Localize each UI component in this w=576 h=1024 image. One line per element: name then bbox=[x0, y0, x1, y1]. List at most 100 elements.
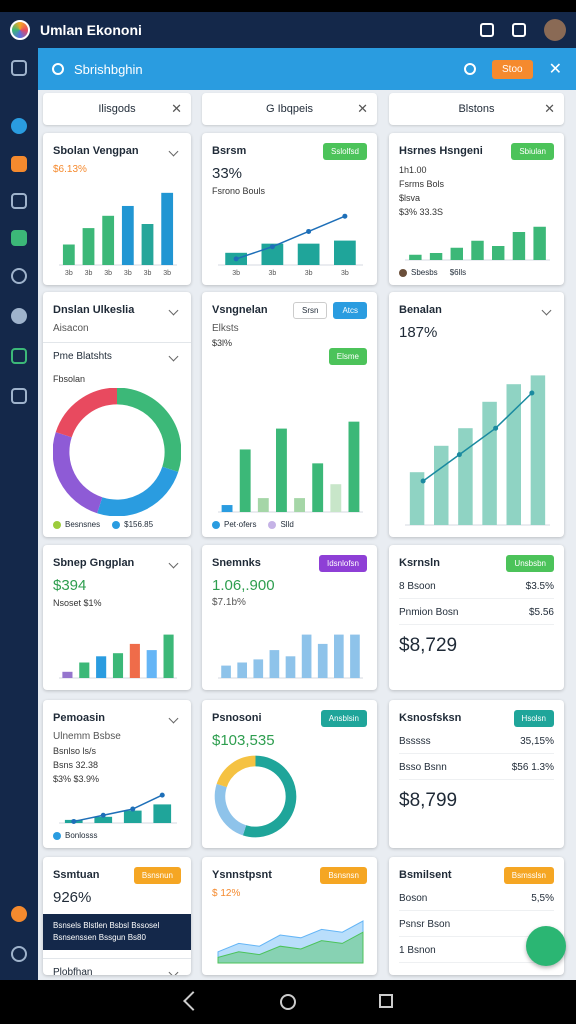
row-text: 5,5% bbox=[531, 893, 554, 904]
bar bbox=[102, 215, 115, 265]
window-icon[interactable] bbox=[512, 23, 526, 37]
search-icon[interactable] bbox=[464, 63, 477, 75]
card-badge[interactable]: Hsolsn bbox=[513, 709, 554, 727]
trend-point bbox=[529, 390, 535, 396]
chevron[interactable] bbox=[541, 305, 552, 315]
avatar[interactable] bbox=[544, 19, 566, 41]
donut-segment bbox=[242, 755, 297, 838]
back[interactable] bbox=[183, 991, 203, 1011]
nav-list[interactable] bbox=[11, 193, 27, 209]
card-title: Vsngnelan bbox=[212, 304, 268, 316]
search-button[interactable]: Stoo bbox=[492, 59, 533, 79]
legend-item: $156.85 bbox=[112, 520, 153, 529]
search-tab[interactable]: Ilisgods ✕ bbox=[43, 93, 191, 125]
card: Hsrnes Hsngeni Sbiulan 1h1.00 Fsrms Bols $ls… bbox=[389, 133, 564, 285]
donut-segment bbox=[216, 755, 256, 788]
trend-point bbox=[269, 244, 275, 250]
legend-item: Bonlosss bbox=[53, 831, 97, 840]
section-title: Plobfhan bbox=[53, 967, 93, 975]
card-button[interactable]: Atcs bbox=[333, 301, 367, 319]
card-header: Dnslan Ulkeslia bbox=[53, 300, 181, 320]
tab-close[interactable]: ✕ bbox=[357, 101, 368, 116]
donut-segment bbox=[116, 388, 181, 472]
close-button[interactable]: ✕ bbox=[548, 61, 562, 78]
card-value: 187% bbox=[399, 324, 438, 341]
search-tab[interactable]: Blstons ✕ bbox=[389, 93, 564, 125]
legend-item: Pet·ofers bbox=[212, 520, 256, 529]
chevron[interactable] bbox=[168, 146, 179, 156]
sidebar bbox=[0, 48, 38, 980]
chart-area bbox=[399, 345, 554, 529]
nav-chat[interactable] bbox=[11, 268, 27, 284]
card-title: Snemnks bbox=[212, 557, 261, 569]
bar bbox=[146, 650, 157, 678]
chevron[interactable] bbox=[168, 713, 179, 723]
card-button[interactable]: Srsn bbox=[292, 301, 328, 319]
nav-rocket[interactable] bbox=[11, 118, 27, 134]
search-icon[interactable] bbox=[480, 23, 494, 37]
card-note: Fsrono Bouls bbox=[212, 186, 266, 196]
fab[interactable] bbox=[526, 926, 566, 966]
tab-close[interactable]: ✕ bbox=[544, 101, 555, 116]
card-subtitle: $6.13% bbox=[53, 164, 87, 175]
card-badge[interactable]: Sslolfsd bbox=[322, 142, 367, 160]
bar bbox=[506, 384, 521, 525]
chart-area: 3b 3b 3b 3b 3b 3b bbox=[53, 179, 181, 277]
card-value: 1.06,.900 bbox=[212, 577, 275, 594]
legend-label: Pet·ofers bbox=[224, 520, 257, 529]
bar bbox=[141, 224, 154, 265]
card-header: Psnosoni Ansblsin bbox=[212, 708, 367, 728]
card-badge[interactable]: Sbiulan bbox=[511, 142, 554, 160]
row-text: $3.5% bbox=[525, 581, 554, 592]
bar bbox=[334, 240, 356, 265]
card-badge[interactable]: Idsnlofsn bbox=[318, 554, 367, 572]
card-badge[interactable]: Bsnsnsn bbox=[320, 866, 367, 884]
nav-home[interactable] bbox=[11, 60, 27, 76]
nav-wallet[interactable] bbox=[11, 156, 27, 172]
nav-settings[interactable] bbox=[11, 308, 27, 324]
nav-profile[interactable] bbox=[11, 906, 27, 922]
tab-close[interactable]: ✕ bbox=[171, 101, 182, 116]
recents[interactable] bbox=[379, 994, 393, 1008]
nav-doc[interactable] bbox=[11, 388, 27, 404]
x-tick-label: 3b bbox=[124, 270, 132, 277]
bar bbox=[512, 232, 526, 260]
card: Psnosoni Ansblsin $103,535 bbox=[202, 700, 377, 848]
bar bbox=[350, 634, 360, 678]
trend-line bbox=[73, 794, 163, 823]
legend-dot bbox=[268, 520, 277, 529]
nav-screen[interactable] bbox=[11, 348, 27, 364]
card-note: Bsns 32.38 bbox=[53, 760, 99, 770]
card-badge[interactable]: Ansblsin bbox=[320, 709, 367, 727]
card-badge[interactable]: Bsmsslsn bbox=[503, 866, 554, 884]
search-tab[interactable]: G Ibqpeis ✕ bbox=[202, 93, 377, 125]
card-section[interactable]: Plobfhan bbox=[43, 958, 191, 975]
bar bbox=[62, 244, 75, 265]
nav-chart[interactable] bbox=[11, 230, 27, 246]
card: Sbolan Vengpan $6.13% 3b 3b 3b 3b 3b 3b bbox=[43, 133, 191, 285]
bar bbox=[153, 804, 172, 823]
app-title: Umlan Ekononi bbox=[40, 22, 142, 38]
nav-logout[interactable] bbox=[11, 946, 27, 962]
legend-dot bbox=[53, 520, 61, 529]
nav-tools[interactable] bbox=[11, 866, 27, 882]
card-header: Ssmtuan Bsnsnun bbox=[53, 865, 181, 885]
card-badge[interactable]: Bsnsnun bbox=[133, 866, 181, 884]
home[interactable] bbox=[280, 994, 296, 1010]
card-section[interactable]: Pme Blatshts bbox=[43, 342, 191, 370]
chart: 3b 3b 3b 3b bbox=[218, 213, 363, 277]
x-tick-label: 3b bbox=[268, 270, 276, 277]
chevron[interactable] bbox=[168, 305, 179, 315]
card-badge[interactable]: Unsbsbn bbox=[506, 554, 554, 572]
search-placeholder[interactable]: Sbrishbghin bbox=[74, 61, 143, 77]
card-subtitle: Elksts bbox=[212, 323, 239, 334]
card-note: Bsnlso ls/s bbox=[53, 746, 97, 756]
legend-item: Slld bbox=[268, 520, 294, 529]
bar bbox=[330, 484, 342, 512]
card-title: Bsmilsent bbox=[399, 869, 452, 881]
search-bar[interactable]: Sbrishbghin Stoo ✕ bbox=[38, 48, 576, 90]
bar bbox=[471, 240, 484, 260]
card-row: Pnmion Bosn $5.56 bbox=[399, 607, 554, 625]
legend: Bonlosss bbox=[53, 831, 181, 840]
chevron[interactable] bbox=[168, 558, 179, 568]
